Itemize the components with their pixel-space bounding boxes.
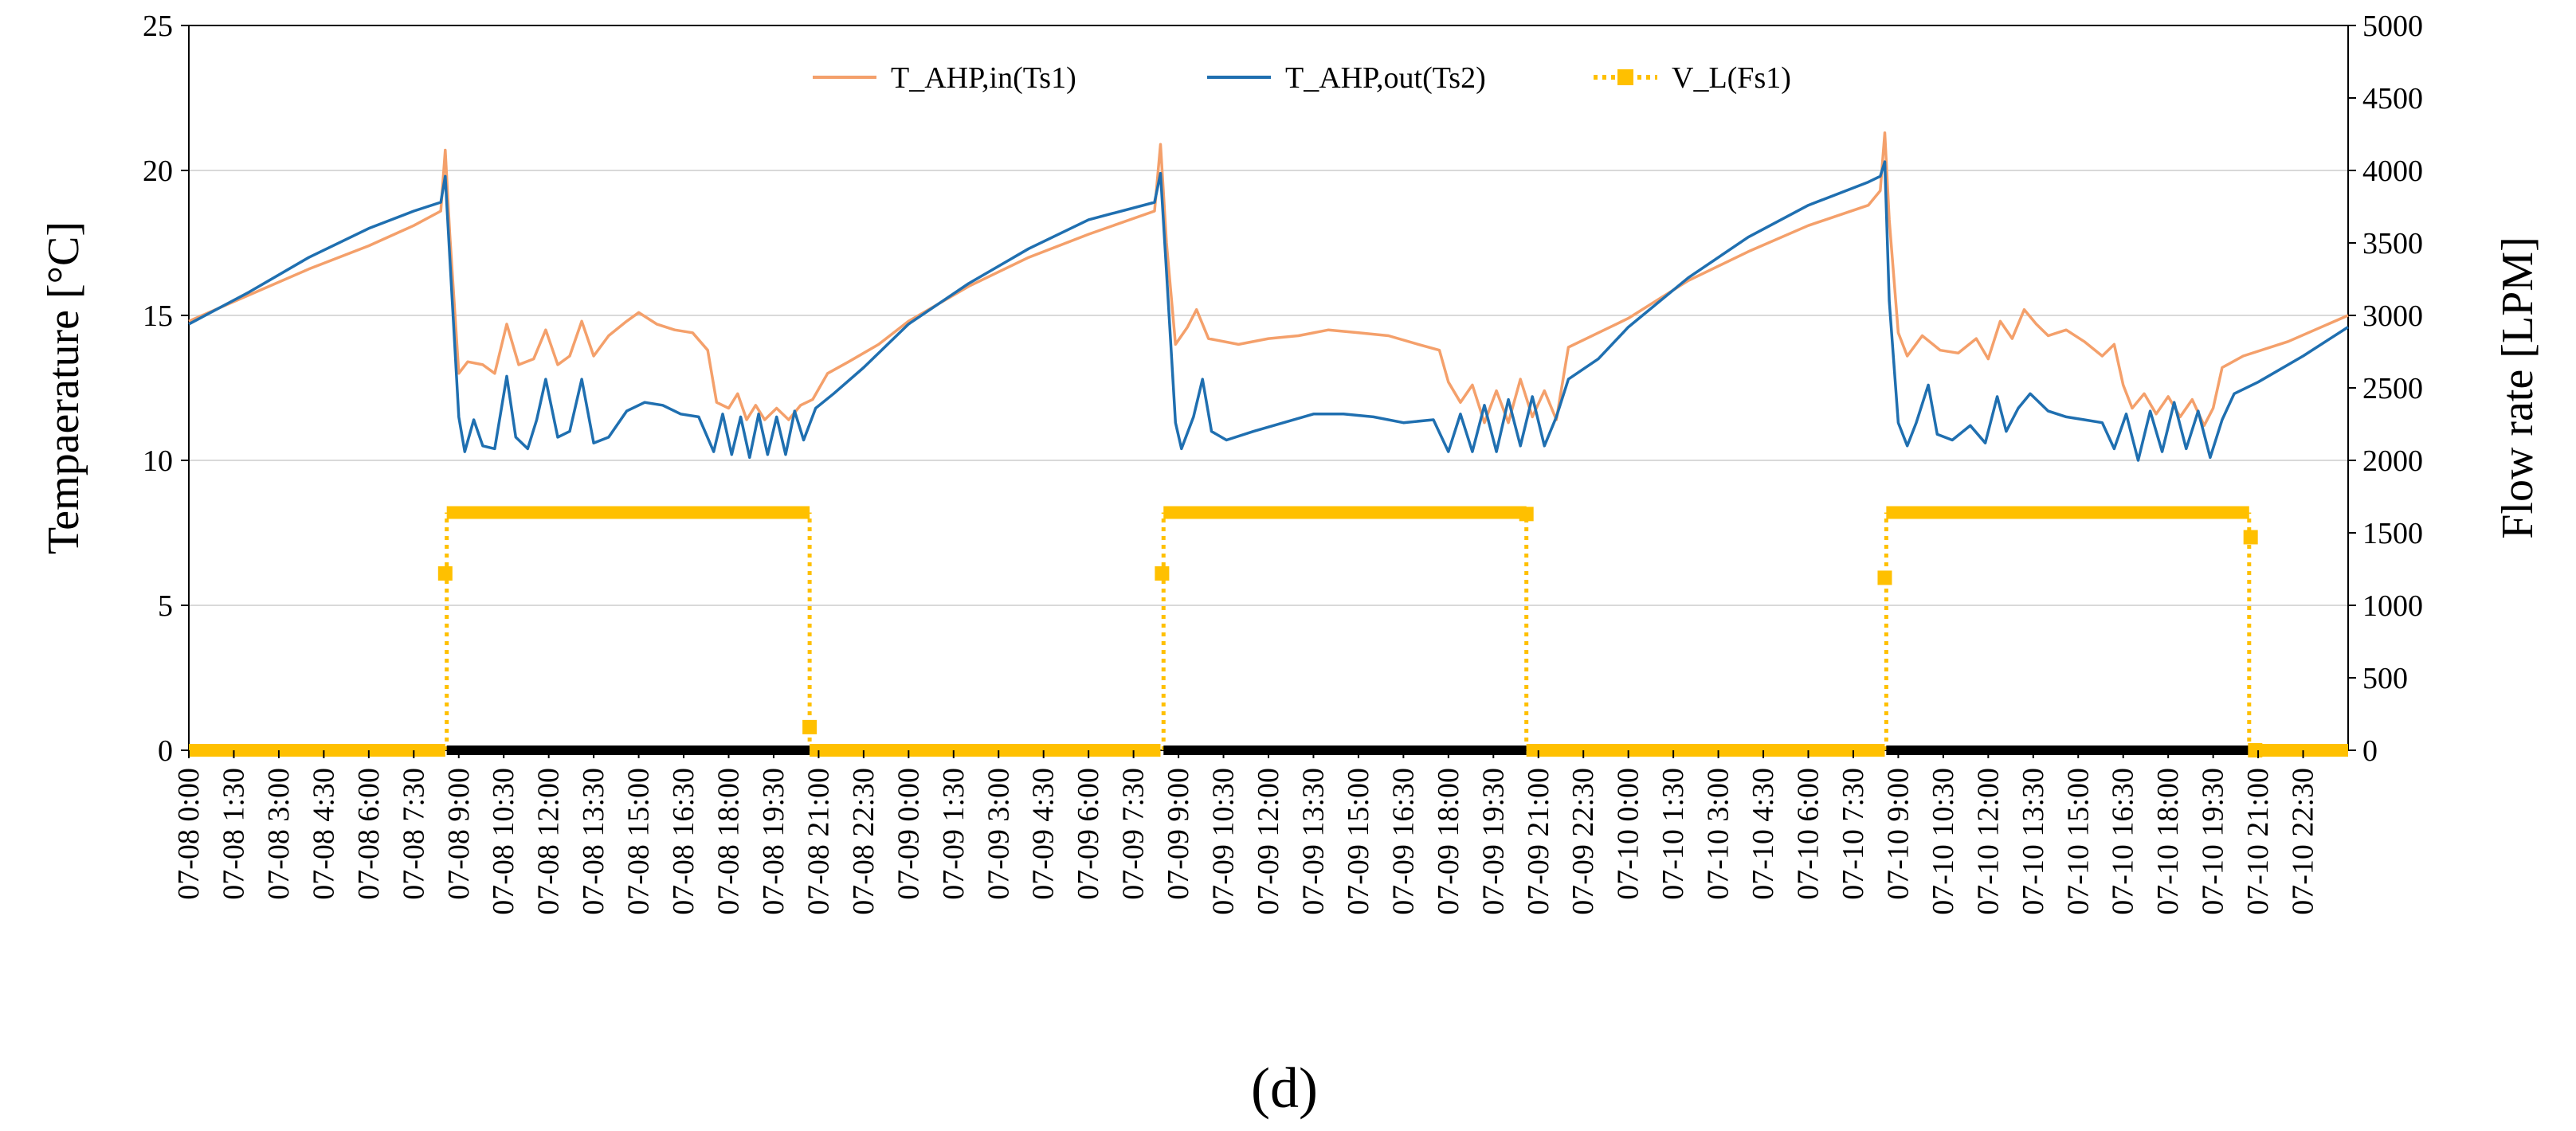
x-tick-label: 07-10 7:30 [1837, 768, 1870, 900]
x-tick-label: 07-08 12:00 [532, 768, 566, 915]
left-tick-label: 5 [158, 589, 173, 623]
x-tick-label: 07-09 21:00 [1522, 768, 1555, 915]
series-layer [188, 131, 2349, 757]
x-tick-label: 07-08 4:30 [307, 768, 340, 900]
x-tick-label: 07-10 19:30 [2197, 768, 2230, 915]
x-tick-label: 07-10 13:30 [2017, 768, 2050, 915]
right-tick-label: 0 [2362, 734, 2378, 768]
flow-rate-marker [437, 566, 453, 581]
flow-rate-marker [1877, 570, 1892, 585]
left-tick-label: 15 [143, 299, 173, 333]
series-line-ts2 [188, 160, 2349, 462]
right-tick-label: 3000 [2362, 299, 2423, 333]
x-tick-label: 07-09 16:30 [1386, 768, 1420, 915]
x-tick-label: 07-10 10:30 [1927, 768, 1960, 915]
right-tick-label: 5000 [2362, 10, 2423, 43]
x-tick-label: 07-09 18:00 [1432, 768, 1465, 915]
left-tick-label: 10 [143, 444, 173, 478]
x-tick-label: 07-08 22:30 [847, 768, 880, 915]
x-tick-label: 07-10 4:30 [1747, 768, 1780, 900]
legend: T_AHP,in(Ts1) T_AHP,out(Ts2) V_L(Fs1) [813, 61, 1791, 95]
x-tick-label: 07-10 12:00 [1971, 768, 2005, 915]
x-tick-label: 07-09 19:30 [1476, 768, 1510, 915]
right-tick-label: 4500 [2362, 82, 2423, 115]
right-tick-label: 2000 [2362, 444, 2423, 478]
x-tick-label: 07-09 3:00 [982, 768, 1015, 900]
x-tick-label: 07-09 0:00 [892, 768, 925, 900]
flow-rate-marker [2243, 530, 2258, 545]
x-tick-label: 07-10 1:30 [1657, 768, 1690, 900]
x-tick-label: 07-10 16:30 [2107, 768, 2140, 915]
x-tick-label: 07-09 10:30 [1207, 768, 1241, 915]
left-tick-label: 0 [158, 734, 173, 768]
x-tick-label: 07-08 3:00 [262, 768, 296, 900]
x-tick-label: 07-09 4:30 [1027, 768, 1061, 900]
x-tick-label: 07-08 16:30 [667, 768, 700, 915]
x-tick-label: 07-10 21:00 [2241, 768, 2275, 915]
legend-marker-fs1 [1617, 69, 1633, 85]
x-tick-label: 07-08 7:30 [397, 768, 430, 900]
x-tick-label: 07-08 13:30 [577, 768, 610, 915]
x-tick-label: 07-08 10:30 [487, 768, 520, 915]
left-tick-label: 25 [143, 10, 173, 43]
left-axis-ticks: 0 5 10 15 20 25 [143, 10, 189, 768]
flow-rate-marker [2248, 743, 2263, 757]
x-tick-label: 07-10 15:00 [2061, 768, 2095, 915]
x-tick-label: 07-09 1:30 [937, 768, 970, 900]
x-tick-label: 07-10 0:00 [1612, 768, 1645, 900]
x-tick-label: 07-08 21:00 [802, 768, 835, 915]
flow-rate-marker [1155, 566, 1170, 581]
x-tick-label: 07-10 22:30 [2287, 768, 2320, 915]
x-tick-label: 07-08 9:00 [442, 768, 476, 900]
x-tick-label: 07-10 6:00 [1792, 768, 1825, 900]
x-tick-label: 07-08 0:00 [172, 768, 206, 900]
x-tick-label: 07-08 6:00 [352, 768, 386, 900]
x-axis-ticks: 07-08 0:00 07-08 1:30 07-08 3:00 07-08 4:30… [172, 750, 2320, 915]
x-tick-label: 07-09 7:30 [1117, 768, 1151, 900]
y-axis-label-left: Tempaerature [°C] [39, 221, 88, 554]
x-tick-label: 07-10 9:00 [1881, 768, 1915, 900]
legend-label-fs1: V_L(Fs1) [1672, 61, 1791, 95]
flow-rate-marker [1519, 507, 1534, 522]
x-tick-label: 07-09 22:30 [1566, 768, 1600, 915]
right-axis-ticks: 0 500 1000 1500 2000 2500 3000 3500 4000 4500 5000 [2348, 10, 2423, 768]
x-tick-label: 07-08 18:00 [712, 768, 746, 915]
panel-label: (d) [1251, 1056, 1318, 1120]
gridlines [189, 170, 2348, 606]
plot-frame [188, 25, 2349, 751]
right-tick-label: 1000 [2362, 589, 2423, 623]
x-tick-label: 07-10 18:00 [2151, 768, 2185, 915]
series-line-ts1 [188, 131, 2349, 428]
legend-label-ts2: T_AHP,out(Ts2) [1285, 61, 1486, 95]
x-tick-label: 07-08 1:30 [217, 768, 250, 900]
flow-rate-marker [802, 719, 817, 734]
right-tick-label: 1500 [2362, 517, 2423, 550]
x-tick-label: 07-09 13:30 [1296, 768, 1330, 915]
x-tick-label: 07-10 3:00 [1702, 768, 1735, 900]
x-tick-label: 07-09 12:00 [1252, 768, 1285, 915]
right-tick-label: 500 [2362, 662, 2408, 695]
x-tick-label: 07-08 19:30 [757, 768, 790, 915]
right-tick-label: 3500 [2362, 227, 2423, 260]
right-tick-label: 2500 [2362, 372, 2423, 405]
x-tick-label: 07-09 15:00 [1342, 768, 1375, 915]
x-tick-label: 07-09 6:00 [1072, 768, 1105, 900]
y-axis-label-right: Flow rate [LPM] [2493, 237, 2543, 539]
left-tick-label: 20 [143, 155, 173, 188]
x-tick-label: 07-09 9:00 [1162, 768, 1195, 900]
right-tick-label: 4000 [2362, 155, 2423, 188]
x-tick-label: 07-08 15:00 [622, 768, 656, 915]
legend-label-ts1: T_AHP,in(Ts1) [891, 61, 1076, 95]
